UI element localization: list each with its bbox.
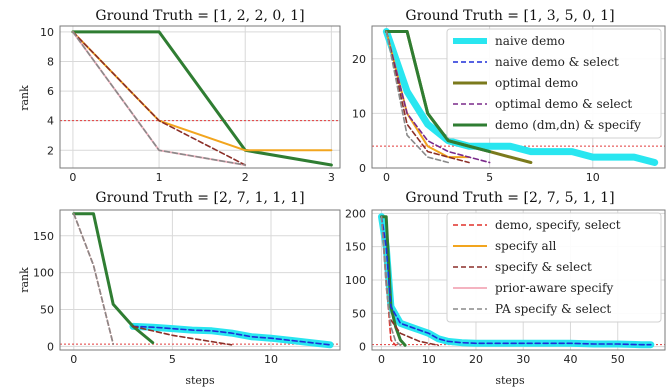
x-tick-label: 40	[563, 353, 577, 366]
series-line-specify-select	[132, 325, 233, 346]
x-tick-label: 30	[516, 353, 530, 366]
x-tick-label: 50	[611, 353, 625, 366]
y-tick-label: 0	[359, 162, 366, 175]
series-line-optimal-demo-select	[385, 30, 491, 164]
y-tick-label: 20	[352, 53, 366, 66]
subplot-title: Ground Truth = [2, 7, 5, 1, 1]	[405, 190, 614, 206]
x-tick-label: 10	[586, 171, 600, 184]
y-tick-label: 100	[33, 267, 54, 280]
x-tick-label: 2	[242, 171, 249, 184]
legend-label: specify all	[495, 239, 557, 253]
legend-label: demo, specify, select	[495, 218, 621, 232]
y-tick-label: 50	[352, 307, 366, 320]
legend-label: PA specify & select	[495, 302, 611, 316]
legend-label: demo (dm,dn) & specify	[495, 118, 641, 132]
legend-box	[446, 212, 662, 323]
subplot-bottom-left: Ground Truth = [2, 7, 1, 1, 1] rank step…	[18, 190, 341, 387]
y-tick-label: 200	[345, 207, 366, 220]
x-axis-label: steps	[495, 374, 525, 387]
y-tick-label: 100	[345, 274, 366, 287]
subplot-title: Ground Truth = [1, 3, 5, 0, 1]	[405, 8, 614, 24]
series-line-pa-specify-select	[385, 30, 450, 164]
x-tick-label: 1	[156, 171, 163, 184]
plot-frame	[59, 25, 341, 169]
series-line-demo-specify	[72, 212, 155, 345]
x-tick-label: 0	[383, 171, 390, 184]
y-tick-label: 6	[47, 85, 54, 98]
y-axis-label: rank	[18, 267, 31, 293]
series-line-specify-all	[71, 30, 333, 152]
plot-frame	[371, 25, 666, 169]
series-line-demo-specify	[380, 215, 407, 347]
series-line-specify-select	[72, 31, 246, 166]
series-line-pa-specify-select	[380, 215, 402, 347]
series-line-naive-demo-select	[380, 215, 652, 346]
x-tick-label: 3	[328, 171, 335, 184]
subplot-title: Ground Truth = [1, 2, 2, 0, 1]	[95, 8, 304, 24]
x-tick-label: 5	[486, 171, 493, 184]
plot-frame	[59, 209, 341, 351]
series-line-naive-demo	[382, 28, 659, 166]
series-line-pa-specify-select	[73, 212, 114, 345]
subplot-bottom-right: Ground Truth = [2, 7, 5, 1, 1] steps 0 10…	[345, 190, 666, 387]
x-tick-label: 10	[422, 353, 436, 366]
series-line-specify-select	[385, 30, 470, 164]
x-tick-label: 5	[169, 353, 176, 366]
x-tick-label: 10	[264, 353, 278, 366]
y-tick-label: 150	[33, 230, 54, 243]
y-tick-label: 10	[40, 26, 54, 39]
y-tick-label: 150	[345, 241, 366, 254]
x-tick-label: 0	[70, 353, 77, 366]
legend-label: naive demo	[495, 34, 565, 48]
series-line-demo-specify	[71, 30, 333, 167]
series-line-specify-select	[390, 319, 440, 347]
x-tick-label: 0	[69, 171, 76, 184]
plot-area	[60, 26, 340, 168]
legend-label: naive demo & select	[495, 55, 619, 69]
y-tick-label: 0	[47, 340, 54, 353]
y-tick-label: 4	[47, 115, 54, 128]
y-tick-label: 50	[40, 303, 54, 316]
subplot-top-right: Ground Truth = [1, 3, 5, 0, 1] 0 5 10 0 10 20…	[352, 8, 666, 184]
legend-label: optimal demo	[495, 76, 578, 90]
series-line-demo-specify	[384, 30, 492, 154]
legend-label: prior-aware specify	[495, 281, 613, 295]
y-tick-label: 2	[47, 144, 54, 157]
x-axis-label: steps	[185, 374, 215, 387]
legend-label: optimal demo & select	[495, 97, 632, 111]
legend-box	[446, 28, 662, 139]
subplot-title: Ground Truth = [2, 7, 1, 1, 1]	[95, 190, 304, 206]
y-tick-label: 10	[352, 107, 366, 120]
y-tick-label: 0	[359, 341, 366, 354]
legend-label: specify & select	[495, 260, 592, 274]
x-tick-label: 0	[378, 353, 385, 366]
x-tick-label: 20	[469, 353, 483, 366]
plot-frame	[371, 209, 666, 351]
subplot-top-left: Ground Truth = [1, 2, 2, 0, 1] rank 0 1 2 3…	[18, 8, 341, 184]
y-tick-label: 8	[47, 56, 54, 69]
series-line-pa-specify-select	[72, 31, 246, 166]
y-axis-label: rank	[18, 85, 31, 111]
series-line-naive-demo-select	[132, 325, 331, 346]
